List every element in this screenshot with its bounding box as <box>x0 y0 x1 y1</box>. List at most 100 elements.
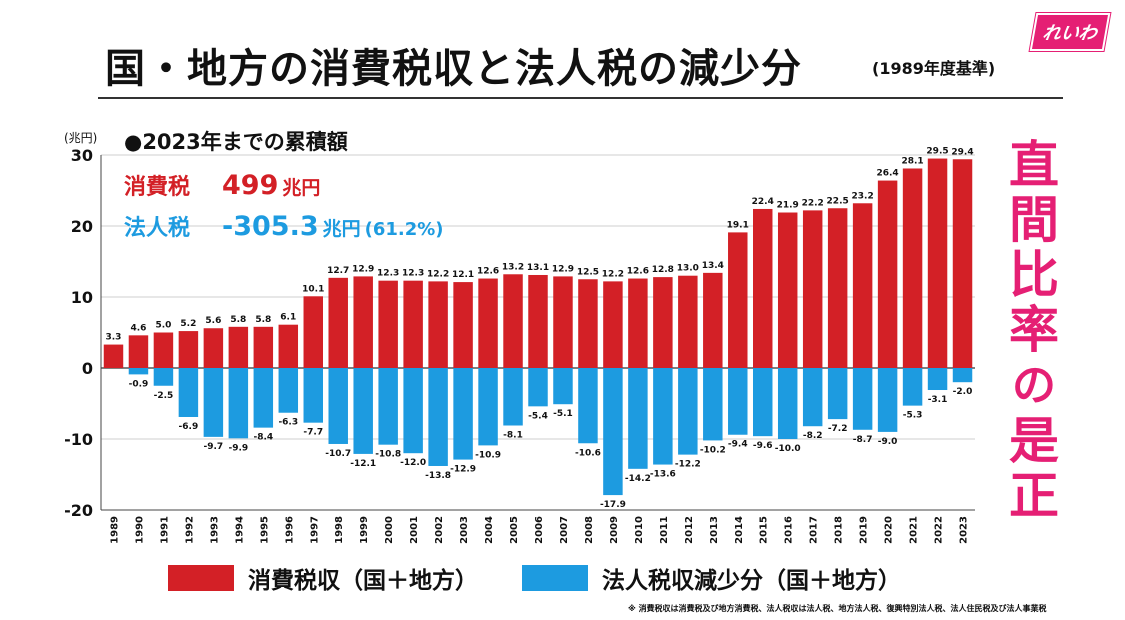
bar-consumption <box>877 180 898 368</box>
bar-consumption <box>203 328 224 368</box>
data-label-corporate: -12.0 <box>400 458 426 468</box>
y-tick-label: 0 <box>82 359 93 378</box>
data-label-corporate: -10.8 <box>375 450 401 460</box>
bar-corporate <box>728 368 748 435</box>
bar-corporate <box>678 368 698 455</box>
data-label-corporate: -12.9 <box>450 465 476 475</box>
data-label-consumption: 12.6 <box>627 267 649 277</box>
bar-consumption <box>453 282 473 368</box>
data-label-consumption: 12.5 <box>577 267 599 277</box>
bar-consumption <box>852 203 873 368</box>
bar-consumption <box>253 326 274 368</box>
title-divider <box>98 97 1063 99</box>
bar-corporate <box>753 368 773 437</box>
x-tick-label: 2009 <box>609 516 620 544</box>
bar-consumption <box>228 326 249 368</box>
data-label-consumption: 23.2 <box>852 191 874 201</box>
data-label-corporate: -8.7 <box>853 435 873 445</box>
data-label-consumption: 12.3 <box>402 269 424 279</box>
page-title: 国・地方の消費税収と法人税の減少分 <box>105 46 802 92</box>
data-label-corporate: -10.7 <box>325 449 351 459</box>
bar-consumption <box>328 277 348 368</box>
data-label-consumption: 22.5 <box>827 196 849 206</box>
bar-consumption <box>628 278 648 368</box>
y-tick-label: 10 <box>71 288 93 307</box>
data-label-consumption: 3.3 <box>106 333 122 343</box>
x-tick-label: 1997 <box>309 516 320 544</box>
data-label-corporate: -9.4 <box>728 440 748 450</box>
data-label-corporate: -5.3 <box>903 411 923 421</box>
bar-corporate <box>328 368 348 444</box>
bar-consumption <box>728 232 748 368</box>
bar-corporate <box>353 368 373 454</box>
bar-corporate <box>303 368 323 423</box>
data-label-consumption: 28.1 <box>901 156 923 166</box>
x-tick-label: 2013 <box>709 516 720 544</box>
x-tick-label: 1993 <box>209 516 220 544</box>
legend-label-consumption: 消費税収（国＋地方） <box>248 568 478 594</box>
x-tick-label: 2020 <box>884 516 895 544</box>
data-label-corporate: -17.9 <box>600 500 626 510</box>
x-tick-label: 1989 <box>109 516 120 544</box>
x-tick-label: 2001 <box>409 516 420 544</box>
data-label-corporate: -3.1 <box>928 395 948 405</box>
data-label-consumption: 12.3 <box>377 269 399 279</box>
data-label-corporate: -7.7 <box>303 428 323 438</box>
bar-consumption <box>802 210 823 368</box>
data-label-consumption: 5.8 <box>230 315 246 325</box>
bar-corporate <box>153 368 174 386</box>
x-tick-label: 2005 <box>509 516 520 544</box>
data-label-corporate: -9.7 <box>204 442 224 452</box>
side-char: の <box>1012 360 1056 411</box>
bar-consumption <box>603 281 623 368</box>
data-label-consumption: 6.1 <box>280 313 296 323</box>
bar-consumption <box>703 272 723 368</box>
bar-corporate <box>253 368 274 428</box>
bar-consumption <box>478 278 498 368</box>
bar-corporate <box>952 368 973 383</box>
data-label-consumption: 13.4 <box>702 261 724 271</box>
bar-consumption <box>553 276 573 368</box>
bar-consumption <box>902 168 923 368</box>
y-tick-label: -20 <box>64 501 93 520</box>
legend-swatch-red <box>168 565 234 591</box>
bar-corporate <box>453 368 473 460</box>
bar-consumption <box>528 274 548 368</box>
bar-corporate <box>228 368 249 439</box>
data-label-consumption: 13.0 <box>677 264 699 274</box>
bar-corporate <box>403 368 423 454</box>
bar-consumption <box>178 331 199 368</box>
data-label-corporate: -5.1 <box>553 409 573 419</box>
bar-corporate <box>478 368 498 446</box>
data-label-corporate: -12.1 <box>350 459 376 469</box>
y-axis-unit: (兆円) <box>64 131 97 145</box>
data-label-corporate: -2.5 <box>154 391 174 401</box>
bar-consumption <box>303 296 323 368</box>
side-char: 正 <box>1009 467 1059 526</box>
bar-consumption <box>128 335 149 368</box>
legend-item-consumption: 消費税収（国＋地方） <box>168 561 478 595</box>
data-label-corporate: -10.9 <box>475 450 501 460</box>
x-tick-label: 2022 <box>934 516 945 544</box>
bar-consumption <box>503 274 523 368</box>
x-tick-label: 1996 <box>284 516 295 544</box>
data-label-consumption: 5.6 <box>205 316 221 326</box>
bar-corporate <box>777 368 798 439</box>
data-label-corporate: -5.4 <box>528 411 548 421</box>
y-tick-label: 30 <box>71 146 93 165</box>
bar-corporate <box>178 368 199 417</box>
summary-corporate-unit: 兆円 <box>322 218 361 240</box>
x-tick-label: 1999 <box>359 516 370 544</box>
x-tick-label: 1998 <box>334 516 345 544</box>
side-char: 比 <box>1009 246 1059 304</box>
data-label-corporate: -7.2 <box>828 424 848 434</box>
bar-consumption <box>678 275 698 368</box>
bar-consumption <box>927 158 948 368</box>
bar-corporate <box>603 368 623 496</box>
data-label-corporate: -2.0 <box>953 387 973 397</box>
bar-consumption <box>428 281 448 368</box>
y-tick-label: 20 <box>71 217 93 236</box>
data-label-corporate: -14.2 <box>625 474 651 484</box>
side-char: 率 <box>1009 301 1059 359</box>
data-label-consumption: 22.2 <box>802 198 824 208</box>
